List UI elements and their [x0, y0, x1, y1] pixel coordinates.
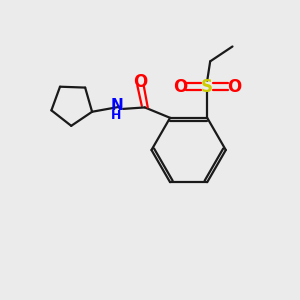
Text: N: N — [110, 98, 123, 113]
Text: O: O — [227, 78, 241, 96]
Text: O: O — [173, 78, 188, 96]
Text: O: O — [133, 73, 148, 91]
Text: H: H — [111, 109, 122, 122]
Text: S: S — [201, 78, 213, 96]
